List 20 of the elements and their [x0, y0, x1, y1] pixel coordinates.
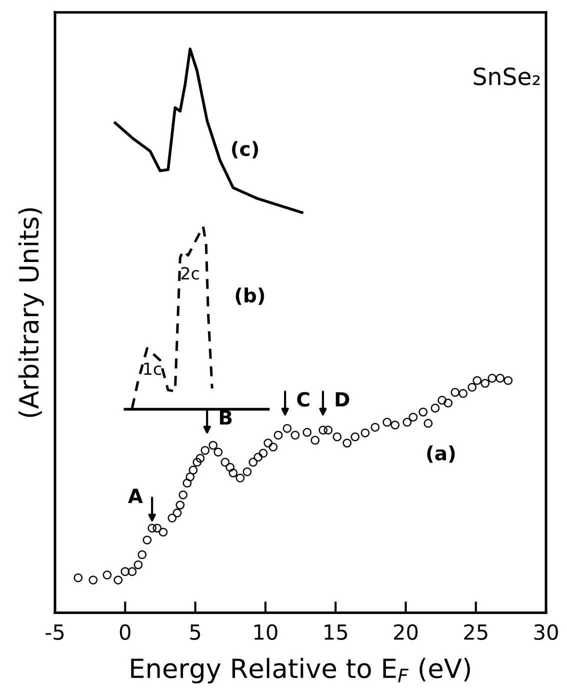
annotation: (a) [427, 445, 455, 463]
annotation: (b) [236, 288, 264, 305]
x-tick-label: 15 [324, 624, 348, 640]
y-axis-title: (Arbitrary Units) [18, 208, 44, 417]
annotation: 2c [181, 266, 199, 280]
x-tick-label: 10 [254, 624, 278, 640]
annotation: SnSe₂ [474, 67, 540, 86]
x-tick-label: 5 [190, 624, 200, 640]
annotation: (c) [232, 141, 258, 158]
x-tick-label: -5 [46, 624, 64, 640]
annotation: C [297, 392, 310, 407]
annotation: A [128, 488, 143, 503]
x-axis-title: Energy Relative to E$_{F}$ (eV) [131, 658, 470, 684]
x-tick-label: 20 [394, 624, 418, 640]
annotation: D [336, 392, 350, 406]
annotation: 1c [144, 362, 162, 376]
annotation: B [220, 410, 232, 424]
x-tick-label: 0 [120, 624, 130, 640]
x-tick-label: 25 [464, 624, 488, 640]
x-tick-label: 30 [534, 624, 558, 640]
